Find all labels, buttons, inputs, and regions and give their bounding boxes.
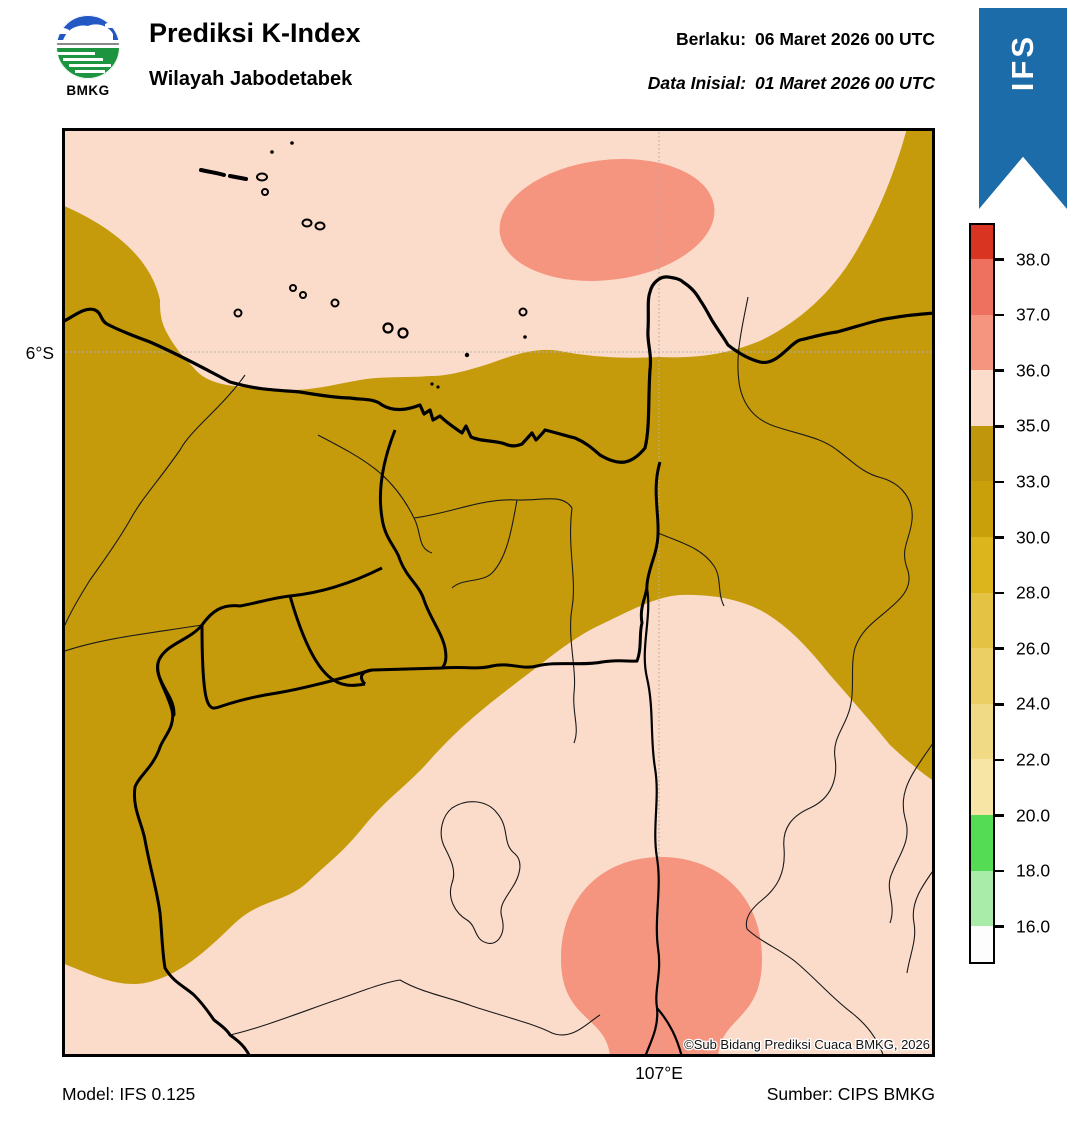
coastline: [61, 275, 936, 464]
map-region-south-36-37: [560, 857, 763, 1057]
map-frame: [62, 128, 935, 1057]
colorbar-tick: [994, 758, 1004, 762]
colorbar-tick-label: 33.0: [1016, 471, 1051, 492]
colorbar-segment: [971, 370, 993, 426]
admin-boundaries-thin: [61, 296, 936, 1058]
map-region-north-36-37: [499, 159, 715, 281]
colorbar-tick-label: 26.0: [1016, 638, 1051, 659]
init-value: 01 Maret 2026 00 UTC: [755, 73, 935, 93]
colorbar-segment: [971, 259, 993, 315]
page-subtitle: Wilayah Jabodetabek: [149, 68, 353, 90]
colorbar: [969, 223, 995, 965]
colorbar-tick: [994, 703, 1004, 706]
colorbar-tick-label: 20.0: [1016, 805, 1051, 825]
colorbar-tick-label: 24.0: [1016, 693, 1051, 714]
colorbar-tick-label: 35.0: [1016, 415, 1051, 436]
map-canvas: ©Sub Bidang Prediksi Cuaca BMKG, 2026: [61, 128, 936, 1058]
model-ribbon: IFS: [979, 8, 1067, 209]
bmkg-logo: BMKG: [52, 14, 124, 100]
islands: [199, 141, 528, 389]
colorbar-tick: [994, 869, 1004, 873]
colorbar-tick-label: 36.0: [1016, 360, 1051, 381]
colorbar-segment: [971, 870, 993, 927]
bmkg-logo-text: BMKG: [66, 83, 110, 98]
lat-axis-label: 6°S: [25, 343, 54, 363]
valid-time: Berlaku: 06 Maret 2026 00 UTC: [676, 29, 935, 50]
colorbar-tick-label: 38.0: [1016, 249, 1051, 269]
model-note: Model: IFS 0.125: [62, 1084, 196, 1104]
colorbar-segment: [971, 814, 993, 871]
colorbar-tick-label: 16.0: [1016, 916, 1051, 937]
init-label: Data Inisial:: [647, 73, 747, 93]
colorbar-tick: [994, 369, 1004, 372]
admin-boundaries-thick: [132, 429, 684, 1058]
colorbar-tick: [994, 647, 1004, 650]
colorbar-segment: [971, 536, 993, 593]
colorbar-segment: [971, 314, 993, 371]
colorbar-tick: [994, 258, 1004, 261]
colorbar-tick: [994, 536, 1004, 539]
colorbar-tick-label: 30.0: [1016, 527, 1051, 547]
colorbar-segment: [971, 592, 993, 649]
colorbar-tick: [994, 313, 1004, 317]
model-ribbon-label: IFS: [1005, 34, 1040, 92]
colorbar-tick-label: 22.0: [1016, 749, 1051, 770]
init-time: Data Inisial: 01 Maret 2026 00 UTC: [648, 73, 935, 94]
colorbar-segment: [971, 703, 993, 760]
colorbar-tick: [994, 425, 1004, 428]
source-note: Sumber: CIPS BMKG: [766, 1084, 935, 1104]
colorbar-tick: [994, 925, 1004, 928]
colorbar-segment: [971, 648, 993, 704]
colorbar-segment: [971, 759, 993, 815]
colorbar-tick-label: 37.0: [1016, 304, 1051, 325]
k-index-map: ©Sub Bidang Prediksi Cuaca BMKG, 2026: [61, 128, 936, 1062]
colorbar-segment: [971, 225, 993, 259]
colorbar-tick-label: 18.0: [1016, 860, 1051, 881]
colorbar-tick: [994, 480, 1004, 484]
colorbar-tick: [994, 814, 1004, 817]
valid-label: Berlaku:: [676, 29, 747, 49]
bmkg-logo-mark: [56, 15, 120, 79]
lon-axis-label: 107°E: [635, 1063, 683, 1083]
colorbar-tick: [994, 591, 1004, 595]
colorbar-segment: [971, 481, 993, 537]
colorbar-segment: [971, 926, 993, 963]
page-title: Prediksi K-Index: [149, 18, 361, 48]
map-copyright: ©Sub Bidang Prediksi Cuaca BMKG, 2026: [684, 1037, 930, 1052]
valid-value: 06 Maret 2026 00 UTC: [755, 29, 935, 49]
colorbar-segment: [971, 425, 993, 482]
colorbar-tick-label: 28.0: [1016, 582, 1051, 603]
